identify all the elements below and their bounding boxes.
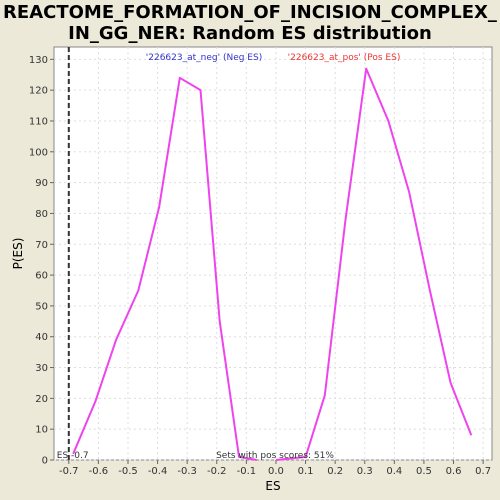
x-tick-label: -0.5 xyxy=(118,466,138,477)
y-tick-label: 0 xyxy=(42,456,48,467)
x-tick-label: 0.0 xyxy=(268,466,284,477)
x-tick-label: 0.5 xyxy=(416,466,432,477)
x-tick-label: 0.7 xyxy=(475,466,491,477)
pos-score-annotation: Sets with pos scores: 51% xyxy=(216,451,334,461)
y-tick-label: 110 xyxy=(29,116,48,127)
y-tick-label: 120 xyxy=(29,86,48,97)
y-tick-label: 40 xyxy=(35,332,48,343)
chart-title-line-2: IN_GG_NER: Random ES distribution xyxy=(68,23,432,44)
y-tick-label: 90 xyxy=(35,178,48,189)
x-tick-label: 0.2 xyxy=(327,466,343,477)
y-axis-label: P(ES) xyxy=(11,238,25,270)
y-tick-label: 20 xyxy=(35,394,48,405)
x-tick-label: -0.4 xyxy=(148,466,168,477)
x-tick-label: 0.3 xyxy=(357,466,373,477)
chart-title-line-1: REACTOME_FORMATION_OF_INCISION_COMPLEX_ xyxy=(3,2,497,23)
y-tick-label: 100 xyxy=(29,147,48,158)
x-tick-label: -0.7 xyxy=(59,466,79,477)
y-tick-label: 70 xyxy=(35,240,48,251)
series-line-pos xyxy=(275,67,473,461)
x-axis-label: ES xyxy=(265,479,280,493)
plot-area xyxy=(53,46,493,461)
y-tick-label: 50 xyxy=(35,301,48,312)
x-tick-label: -0.1 xyxy=(237,466,257,477)
series-layer xyxy=(72,67,473,461)
y-tick-label: 130 xyxy=(29,55,48,66)
es-marker-label: ES -0.7 xyxy=(57,451,89,461)
legend: '226623_at_neg' (Neg ES) '226623_at_pos' … xyxy=(146,53,401,63)
grid xyxy=(54,47,492,461)
es-marker: ES -0.7 xyxy=(57,47,89,461)
x-tick-label: 0.4 xyxy=(386,466,402,477)
legend-entry-neg: '226623_at_neg' (Neg ES) xyxy=(146,53,262,63)
y-tick-label: 60 xyxy=(35,271,48,282)
legend-entry-pos: '226623_at_pos' (Pos ES) xyxy=(288,53,401,63)
x-tick-label: -0.3 xyxy=(177,466,197,477)
x-tick-label: -0.6 xyxy=(89,466,109,477)
y-tick-label: 10 xyxy=(35,425,48,436)
series-line-neg xyxy=(72,76,257,461)
y-tick-label: 30 xyxy=(35,363,48,374)
x-tick-label: 0.6 xyxy=(446,466,462,477)
chart-title: REACTOME_FORMATION_OF_INCISION_COMPLEX_ … xyxy=(0,2,500,44)
x-tick-label: 0.1 xyxy=(298,466,314,477)
y-tick-label: 80 xyxy=(35,209,48,220)
x-tick-label: -0.2 xyxy=(207,466,227,477)
